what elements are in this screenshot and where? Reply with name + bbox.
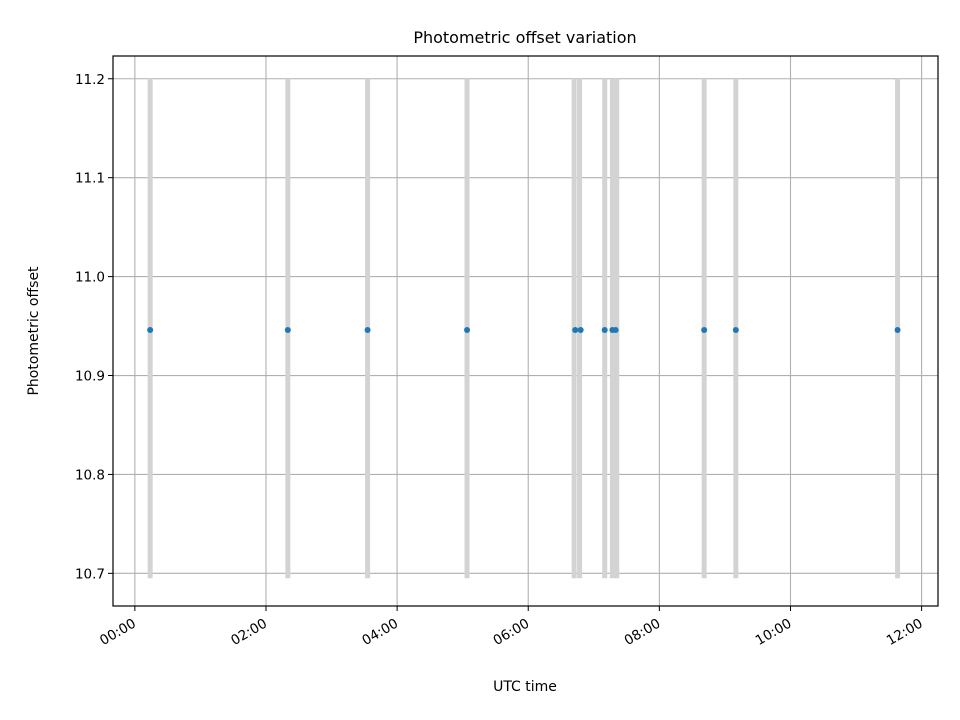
data-point — [601, 327, 608, 334]
data-point — [577, 327, 584, 334]
data-point — [894, 327, 901, 334]
data-point — [612, 327, 619, 334]
y-axis-label: Photometric offset — [26, 266, 42, 396]
x-tick-label: 00:00 — [97, 616, 139, 649]
y-tick-label: 11.0 — [75, 270, 105, 286]
data-point — [284, 327, 291, 334]
data-point — [147, 327, 154, 334]
data-point — [464, 327, 471, 334]
grid — [113, 56, 938, 606]
y-tick-label: 10.7 — [75, 566, 105, 582]
vertical-bands — [147, 78, 901, 579]
data-points — [147, 327, 901, 334]
chart-title: Photometric offset variation — [413, 28, 636, 47]
y-tick-label: 10.9 — [75, 369, 105, 385]
data-point — [364, 327, 371, 334]
x-axis-label: UTC time — [493, 679, 557, 695]
ticks: 00:00 02:00 04:00 06:00 08:00 10:00 12:00 10.7 1… — [75, 72, 926, 649]
x-tick-label: 12:00 — [884, 616, 926, 649]
y-tick-label: 11.2 — [75, 72, 105, 88]
x-tick-label: 08:00 — [622, 616, 664, 649]
data-point — [732, 327, 739, 334]
data-point — [572, 327, 579, 334]
data-point — [701, 327, 708, 334]
plot-frame — [112, 55, 939, 607]
x-tick-label: 02:00 — [228, 616, 270, 649]
y-tick-label: 11.1 — [75, 171, 105, 187]
y-tick-label: 10.8 — [75, 467, 105, 483]
x-tick-label: 10:00 — [753, 616, 795, 649]
x-tick-label: 04:00 — [359, 616, 401, 649]
x-tick-label: 06:00 — [491, 616, 533, 649]
